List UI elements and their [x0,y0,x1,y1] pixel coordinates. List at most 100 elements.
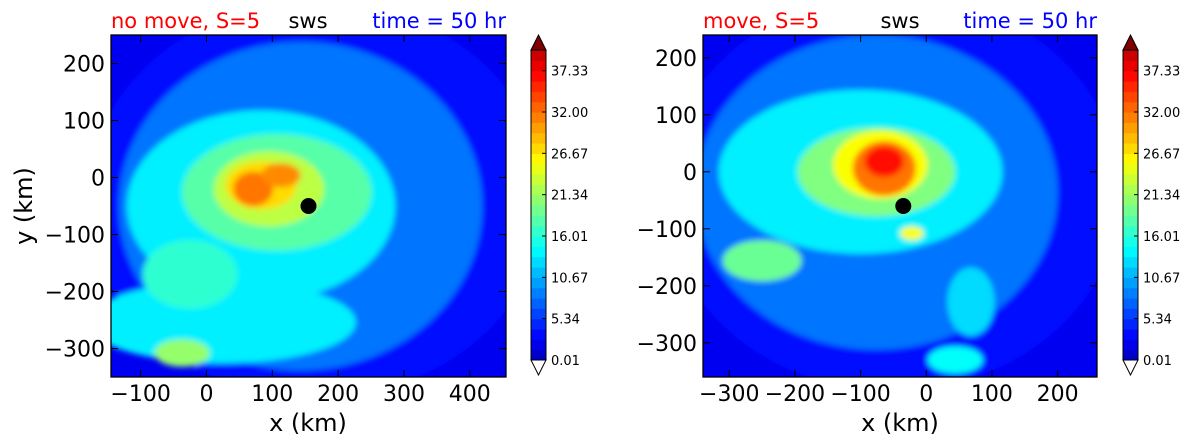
x-tick-label: −100 [830,382,890,407]
colorbar-tick-label: 21.34 [551,189,588,204]
x-tick-label: 0 [919,382,933,407]
panel-move-center-marker [895,198,912,214]
colorbar-segment [531,153,546,165]
colorbar-segment [531,256,546,268]
colorbar-segment [1123,339,1138,351]
panel-move-title-right: time = 50 hr [963,9,1097,33]
colorbar-segment [531,91,546,103]
colorbar-segment [531,194,546,206]
contour-level-10 [900,226,924,241]
colorbar-segment [1123,174,1138,185]
colorbar-segment [1123,112,1138,123]
colorbar-segment [1123,70,1138,82]
colorbar-tick-label: 10.67 [1143,271,1180,286]
x-tick-label: 200 [1037,382,1079,407]
colorbar-segment [1123,143,1138,154]
colorbar-segment [1123,246,1138,258]
colorbar-segment [531,277,546,289]
colorbar-tick-label: 0.01 [1143,354,1172,369]
colorbar-segment [1123,298,1138,309]
colorbar-segment [1123,225,1138,237]
colorbar-segment [1123,153,1138,165]
y-tick-label: −100 [637,218,697,243]
colorbar-extend-max-arrow [530,33,547,51]
panel-no-move-contour-field [111,35,506,377]
colorbar-segment [1123,194,1138,206]
colorbar-tick-label: 21.34 [1143,189,1180,204]
colorbar-extend-max-arrow [1122,33,1139,51]
y-tick-label: −200 [45,281,105,306]
colorbar-segment [531,70,546,82]
colorbar-segment [531,287,546,299]
colorbar-segment [531,101,546,113]
colorbar-segment [1123,236,1138,247]
colorbar-tick-label: 37.33 [1143,65,1180,80]
y-tick-label: −300 [637,332,697,357]
colorbar-segment [531,132,546,144]
colorbar-segment [1123,81,1138,92]
colorbar-segment [531,143,546,154]
colorbar-tick-label: 16.01 [1143,230,1180,245]
colorbar-segment [1123,287,1138,299]
colorbar-tick-label: 5.34 [551,313,580,328]
panel-no-move-axes-frame [110,34,507,378]
colorbar-tick-label: 16.01 [551,230,588,245]
colorbar-segment [531,184,546,196]
colorbar-segment [1123,163,1138,175]
colorbar-segment [531,267,546,278]
y-tick-label: 200 [655,47,697,72]
colorbar-segment [531,81,546,92]
colorbar-segment [531,236,546,247]
colorbar-segment [1123,318,1138,330]
x-tick-label: 100 [251,382,293,407]
colorbar-segment [1123,267,1138,278]
x-tick-label: −100 [110,382,170,407]
colorbar-tick-label: 26.67 [551,147,588,162]
panel-no-move-ticks: −100 0 100 200 300 400 200 100 0 −100 −200 −300 [45,35,506,407]
colorbar-segment [531,50,546,61]
colorbar-segment [1123,349,1138,361]
y-tick-label: 0 [91,167,105,192]
colorbar-segment [1123,132,1138,144]
colorbar-tick-label: 10.67 [551,271,588,286]
colorbar-segment [531,308,546,320]
x-tick-label: 200 [317,382,359,407]
contour-level-10 [154,339,210,367]
colorbar-tick-label: 5.34 [1143,313,1172,328]
contour-level-9 [864,146,904,177]
colorbar-tick-label: 37.33 [551,65,588,80]
colorbar-segment [531,205,546,216]
panel-no-move-colorbar: 0.01 5.34 10.67 16.01 21.34 26.67 32.00 37.33 [530,33,588,377]
y-tick-label: 100 [63,110,105,135]
colorbar-segment [531,349,546,361]
colorbar-segment [531,246,546,258]
colorbar-segment [531,339,546,351]
panel-no-move-center-marker [300,198,317,214]
colorbar-segment [531,112,546,123]
colorbar-extend-min-arrow [1122,359,1139,377]
colorbar-segment [1123,215,1138,227]
panel-no-move-x-axis-label: x (km) [269,409,347,437]
panel-no-move-title-right: time = 50 hr [372,9,506,33]
colorbar-segment [1123,277,1138,289]
colorbar-segment [531,174,546,185]
colorbar-segment [1123,184,1138,196]
colorbar-segment [1123,60,1138,72]
x-tick-label: 100 [971,382,1013,407]
panel-move-colorbar: 0.01 5.34 10.67 16.01 21.34 26.67 32.00 37.33 [1122,33,1180,377]
y-tick-label: −100 [45,224,105,249]
y-tick-label: 100 [655,104,697,129]
x-tick-label: 0 [199,382,213,407]
panel-move-axes-frame [702,34,1098,378]
contour-level-9 [261,163,301,188]
panel-move-title-left: move, S=5 [703,9,819,33]
panel-move-contour-field [703,35,1097,377]
y-tick-label: 200 [63,53,105,78]
y-tick-label: −300 [45,338,105,363]
colorbar-segment [531,163,546,175]
panel-no-move-title-center: sws [288,9,327,33]
contour-level-4 [947,267,995,336]
panel-move-title-center: sws [880,9,919,33]
colorbar-segment [531,298,546,309]
panel-no-move-title-left: no move, S=5 [111,9,260,33]
